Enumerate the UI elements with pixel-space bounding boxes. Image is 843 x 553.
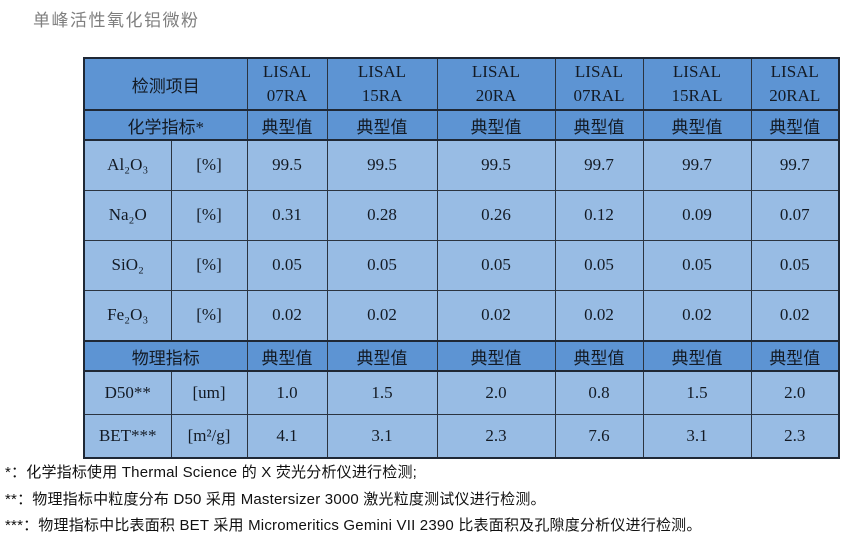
typical-value-cell: 典型值: [642, 340, 752, 372]
value-cell: 3.1: [326, 413, 438, 459]
unit-cell: [%]: [170, 289, 248, 342]
value-cell: 0.02: [642, 289, 752, 342]
value-cell: 0.02: [246, 289, 328, 342]
table-row-na2o: Na₂O [%] 0.31 0.28 0.26 0.12 0.09 0.07: [83, 189, 840, 241]
value-cell: 0.09: [642, 189, 752, 241]
table-row-al2o3: Al₂O₃ [%] 99.5 99.5 99.5 99.7 99.7 99.7: [83, 139, 840, 191]
product-model: 20RAL: [769, 86, 821, 105]
value-cell: 7.6: [554, 413, 644, 459]
value-cell: 4.1: [246, 413, 328, 459]
product-brand: LISAL: [574, 62, 624, 81]
product-model: 07RAL: [573, 86, 625, 105]
item-name-cell: BET***: [83, 413, 172, 459]
value-cell: 0.02: [750, 289, 840, 342]
value-cell: 3.1: [642, 413, 752, 459]
value-cell: 0.12: [554, 189, 644, 241]
value-cell: 0.02: [554, 289, 644, 342]
value-cell: 0.05: [246, 239, 328, 291]
value-cell: 0.05: [326, 239, 438, 291]
typical-value-cell: 典型值: [326, 109, 438, 141]
product-header-cell: LISAL 07RA: [246, 57, 328, 111]
product-model: 15RAL: [671, 86, 723, 105]
value-cell: 99.7: [750, 139, 840, 191]
unit-cell: [%]: [170, 189, 248, 241]
item-name-cell: Fe₂O₃: [83, 289, 172, 342]
item-name-cell: SiO₂: [83, 239, 172, 291]
value-cell: 2.3: [436, 413, 556, 459]
product-brand: LISAL: [672, 62, 722, 81]
value-cell: 1.0: [246, 370, 328, 415]
value-cell: 99.7: [642, 139, 752, 191]
value-cell: 0.28: [326, 189, 438, 241]
value-cell: 99.5: [326, 139, 438, 191]
typical-value-cell: 典型值: [246, 109, 328, 141]
section-label-cell: 物理指标: [83, 340, 248, 372]
table-row-sio2: SiO₂ [%] 0.05 0.05 0.05 0.05 0.05 0.05: [83, 239, 840, 291]
table-header-row: 检测项目 LISAL 07RA LISAL 15RA LISAL 20RA LI…: [83, 57, 840, 111]
value-cell: 2.0: [436, 370, 556, 415]
product-model: 15RA: [361, 86, 403, 105]
unit-cell: [%]: [170, 239, 248, 291]
value-cell: 0.26: [436, 189, 556, 241]
footnote-line-1: *：化学指标使用 Thermal Science 的 X 荧光分析仪进行检测;: [5, 464, 418, 481]
product-header-cell: LISAL 15RA: [326, 57, 438, 111]
spec-table: 检测项目 LISAL 07RA LISAL 15RA LISAL 20RA LI…: [83, 57, 840, 459]
value-cell: 0.05: [642, 239, 752, 291]
footnotes: *：化学指标使用 Thermal Science 的 X 荧光分析仪进行检测; …: [5, 460, 841, 540]
section-row-chemical: 化学指标* 典型值 典型值 典型值 典型值 典型值 典型值: [83, 109, 840, 141]
corner-header-cell: 检测项目: [83, 57, 248, 111]
typical-value-cell: 典型值: [750, 340, 840, 372]
value-cell: 99.5: [246, 139, 328, 191]
product-brand: LISAL: [262, 62, 312, 81]
typical-value-cell: 典型值: [436, 340, 556, 372]
item-name-cell: Na₂O: [83, 189, 172, 241]
value-cell: 0.05: [554, 239, 644, 291]
section-label-cell: 化学指标*: [83, 109, 248, 141]
page-title: 单峰活性氧化铝微粉: [33, 11, 200, 30]
value-cell: 2.0: [750, 370, 840, 415]
value-cell: 0.05: [436, 239, 556, 291]
table-row-bet: BET*** [m²/g] 4.1 3.1 2.3 7.6 3.1 2.3: [83, 413, 840, 459]
value-cell: 0.05: [750, 239, 840, 291]
product-header-cell: LISAL 20RAL: [750, 57, 840, 111]
typical-value-cell: 典型值: [246, 340, 328, 372]
product-header-cell: LISAL 07RAL: [554, 57, 644, 111]
product-brand: LISAL: [357, 62, 407, 81]
product-header-cell: LISAL 20RA: [436, 57, 556, 111]
value-cell: 0.8: [554, 370, 644, 415]
product-header-cell: LISAL 15RAL: [642, 57, 752, 111]
table-row-fe2o3: Fe₂O₃ [%] 0.02 0.02 0.02 0.02 0.02 0.02: [83, 289, 840, 342]
value-cell: 2.3: [750, 413, 840, 459]
footnote-line-2: **：物理指标中粒度分布 D50 采用 Mastersizer 3000 激光粒…: [5, 490, 546, 508]
item-name-cell: D50**: [83, 370, 172, 415]
value-cell: 99.7: [554, 139, 644, 191]
item-name-cell: Al₂O₃: [83, 139, 172, 191]
typical-value-cell: 典型值: [750, 109, 840, 141]
unit-cell: [um]: [170, 370, 248, 415]
typical-value-cell: 典型值: [554, 109, 644, 141]
value-cell: 0.02: [326, 289, 438, 342]
unit-cell: [m²/g]: [170, 413, 248, 459]
product-brand: LISAL: [471, 62, 521, 81]
product-brand: LISAL: [770, 62, 819, 81]
table-row-d50: D50** [um] 1.0 1.5 2.0 0.8 1.5 2.0: [83, 370, 840, 415]
typical-value-cell: 典型值: [642, 109, 752, 141]
typical-value-cell: 典型值: [326, 340, 438, 372]
footnote-line-3: ***：物理指标中比表面积 BET 采用 Micromeritics Gemin…: [5, 517, 702, 534]
section-row-physical: 物理指标 典型值 典型值 典型值 典型值 典型值 典型值: [83, 340, 840, 372]
typical-value-cell: 典型值: [554, 340, 644, 372]
typical-value-cell: 典型值: [436, 109, 556, 141]
unit-cell: [%]: [170, 139, 248, 191]
value-cell: 0.02: [436, 289, 556, 342]
value-cell: 0.07: [750, 189, 840, 241]
product-model: 20RA: [475, 86, 517, 105]
value-cell: 1.5: [642, 370, 752, 415]
product-model: 07RA: [266, 86, 308, 105]
value-cell: 0.31: [246, 189, 328, 241]
value-cell: 99.5: [436, 139, 556, 191]
value-cell: 1.5: [326, 370, 438, 415]
